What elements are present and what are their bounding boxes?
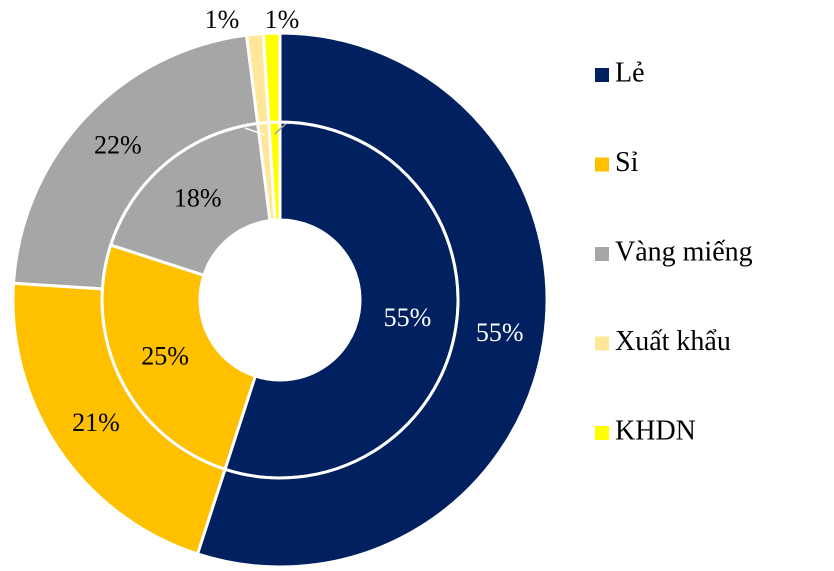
legend-label: Vàng miếng xyxy=(615,236,753,267)
data-label: 1% xyxy=(265,5,300,34)
slice xyxy=(195,31,549,569)
legend-label: KHDN xyxy=(615,415,696,446)
data-label: 25% xyxy=(141,342,189,371)
legend-label: Sỉ xyxy=(615,147,639,178)
slice xyxy=(11,33,260,291)
data-label: 18% xyxy=(174,184,222,213)
legend-swatch xyxy=(595,336,609,351)
legend-swatch xyxy=(595,68,609,82)
legend-swatch xyxy=(595,157,609,172)
leader-line xyxy=(244,127,265,136)
legend-label: Xuất khẩu xyxy=(615,326,731,357)
data-label: 55% xyxy=(476,318,524,347)
data-label: 21% xyxy=(72,408,120,437)
data-label: 1% xyxy=(205,5,240,34)
legend-swatch xyxy=(595,247,609,261)
legend-swatch xyxy=(595,426,609,440)
legend-label: Lẻ xyxy=(615,57,645,88)
data-label: 22% xyxy=(94,131,142,160)
legend: Lẻ Sỉ Vàng miếng Xuất khẩu KHDN xyxy=(595,57,753,446)
data-label: 55% xyxy=(384,303,432,332)
slice xyxy=(261,31,282,124)
